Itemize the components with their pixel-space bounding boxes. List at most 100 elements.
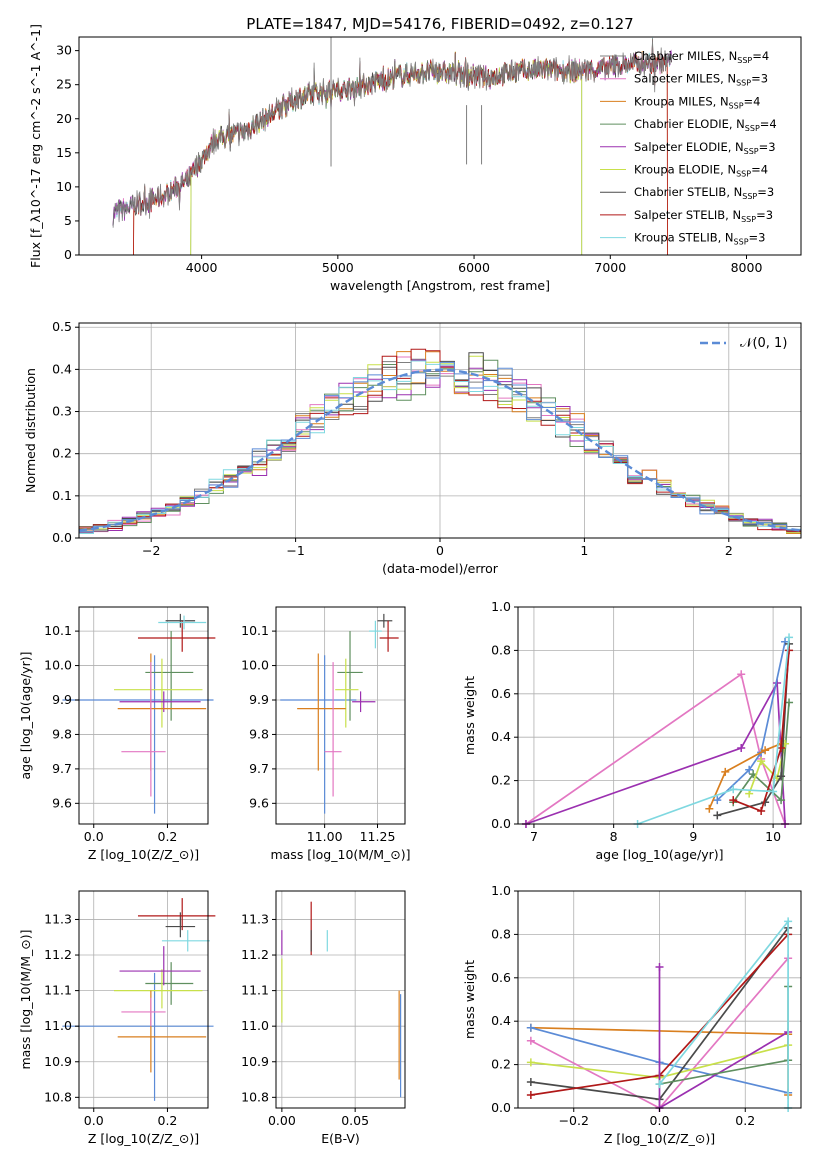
legend-label: Kroupa MILES, NSSP=4 bbox=[634, 94, 760, 110]
series-marker bbox=[785, 646, 794, 655]
x-tick-label: −2 bbox=[142, 543, 160, 558]
axes-frame bbox=[78, 890, 209, 1109]
axes-frame bbox=[78, 36, 802, 256]
x-tick-label: 0 bbox=[436, 543, 444, 558]
x-tick-label: 0.0 bbox=[84, 829, 104, 844]
y-tick-label: 0.2 bbox=[491, 1057, 511, 1072]
y-tick-label: 0.8 bbox=[491, 642, 511, 657]
x-tick-label: 11.00 bbox=[307, 829, 343, 844]
series-marker bbox=[769, 787, 778, 796]
series-marker bbox=[526, 1058, 535, 1067]
y-tick-label: 15 bbox=[56, 145, 72, 160]
x-tick-label: 8000 bbox=[731, 260, 763, 275]
series-marker bbox=[713, 796, 722, 805]
x-axis-label: Z [log_10(Z/Z_⊙)] bbox=[604, 1131, 715, 1146]
series-marker bbox=[761, 746, 770, 755]
series-marker bbox=[757, 757, 766, 766]
y-axis-label: age [log_10(age/yr)] bbox=[18, 651, 33, 779]
y-tick-label: 0.6 bbox=[491, 686, 511, 701]
y-tick-label: 1.0 bbox=[491, 883, 511, 898]
x-axis-label: E(B-V) bbox=[321, 1131, 360, 1146]
x-tick-label: 5000 bbox=[322, 260, 354, 275]
y-axis-label: mass [log_10(M/M_⊙)] bbox=[18, 929, 33, 1069]
spectrum-panel: 4000 5000 6000 7000 8000 0 5 10 15 20 25 30 waveleng… bbox=[28, 24, 802, 293]
axes-frame bbox=[275, 606, 406, 825]
series-marker bbox=[737, 744, 746, 753]
y-axis-label: mass weight bbox=[462, 960, 477, 1039]
y-tick-label: 0.4 bbox=[491, 729, 511, 744]
series-marker bbox=[729, 796, 738, 805]
spectrum-line-chabrier-miles bbox=[112, 38, 672, 228]
y-tick-label: 11.3 bbox=[44, 911, 72, 926]
series-marker bbox=[729, 785, 738, 794]
legend-label: Chabrier MILES, NSSP=4 bbox=[634, 49, 769, 65]
y-tick-label: 10 bbox=[56, 179, 72, 194]
y-tick-label: 11.3 bbox=[241, 911, 269, 926]
x-tick-label: 11.25 bbox=[360, 829, 396, 844]
y-tick-label: 0.6 bbox=[491, 970, 511, 985]
x-tick-label: 0.2 bbox=[158, 829, 178, 844]
y-axis-label: Normed distribution bbox=[23, 368, 38, 493]
series-marker bbox=[705, 804, 714, 813]
y-tick-label: 10.1 bbox=[44, 623, 72, 638]
y-tick-label: 30 bbox=[56, 43, 72, 58]
x-tick-label: 0.00 bbox=[268, 1113, 296, 1128]
series-marker bbox=[713, 811, 722, 820]
y-tick-label: 1.0 bbox=[491, 599, 511, 614]
residuals-histogram-panel: −2 −1 0 1 2 0.0 0.1 0.2 0.3 0.4 0.5 (data-model)/er… bbox=[23, 319, 802, 576]
x-tick-label: 10 bbox=[765, 829, 781, 844]
series-marker bbox=[721, 767, 730, 776]
x-tick-label: 2 bbox=[725, 543, 733, 558]
y-tick-label: 0 bbox=[64, 247, 72, 262]
y-tick-label: 0.3 bbox=[52, 404, 72, 419]
x-axis-label: (data-model)/error bbox=[382, 561, 499, 576]
mass-vs-extinction-panel: 0.00 0.05 10.8 10.9 11.0 11.1 11.2 11.3 E(B-V) bbox=[241, 890, 406, 1146]
series-line bbox=[658, 967, 789, 1110]
y-tick-label: 0.0 bbox=[491, 1100, 511, 1115]
series-marker bbox=[745, 765, 754, 774]
legend-label: Salpeter MILES, NSSP=3 bbox=[634, 72, 768, 88]
figure-title: PLATE=1847, MJD=54176, FIBERID=0492, z=0… bbox=[246, 15, 633, 33]
series-line bbox=[525, 672, 786, 825]
y-tick-label: 9.7 bbox=[249, 761, 269, 776]
x-tick-label: 7 bbox=[530, 829, 538, 844]
y-tick-label: 11.0 bbox=[44, 1018, 72, 1033]
series-line bbox=[637, 637, 790, 825]
y-tick-label: 9.8 bbox=[52, 726, 72, 741]
y-tick-label: 0.4 bbox=[491, 1013, 511, 1028]
x-axis-label: age [log_10(age/yr)] bbox=[595, 847, 723, 862]
y-tick-label: 9.6 bbox=[249, 795, 269, 810]
axes-frame bbox=[517, 606, 802, 825]
series-marker bbox=[784, 917, 793, 926]
normal-curve bbox=[78, 368, 802, 532]
legend-label: Chabrier ELODIE, NSSP=4 bbox=[634, 117, 777, 133]
x-tick-label: 0.0 bbox=[84, 1113, 104, 1128]
series-line bbox=[732, 650, 790, 813]
y-tick-label: 0.1 bbox=[52, 488, 72, 503]
y-tick-label: 9.8 bbox=[249, 726, 269, 741]
legend-label: Chabrier STELIB, NSSP=3 bbox=[634, 185, 774, 201]
x-tick-label: 9 bbox=[689, 829, 697, 844]
y-tick-label: 5 bbox=[64, 213, 72, 228]
x-axis-label: wavelength [Angstrom, rest frame] bbox=[330, 278, 550, 293]
legend-label: Salpeter ELODIE, NSSP=3 bbox=[634, 140, 776, 156]
series-marker bbox=[777, 772, 786, 781]
series-marker bbox=[655, 962, 664, 971]
legend-label: Kroupa STELIB, NSSP=3 bbox=[634, 231, 765, 247]
y-tick-label: 20 bbox=[56, 111, 72, 126]
y-tick-label: 11.0 bbox=[241, 1018, 269, 1033]
y-tick-label: 0.2 bbox=[491, 773, 511, 788]
x-tick-label: 7000 bbox=[594, 260, 626, 275]
y-tick-label: 0.5 bbox=[52, 319, 72, 334]
legend-label: 𝒩(0, 1) bbox=[740, 336, 787, 351]
x-axis-label: mass [log_10(M/M_⊙)] bbox=[270, 847, 410, 862]
legend-label: Salpeter STELIB, NSSP=3 bbox=[634, 208, 773, 224]
series-marker bbox=[526, 1090, 535, 1099]
age-vs-metallicity-panel: 0.0 0.2 9.6 9.7 9.8 9.9 10.0 10.1 Z [log_10(Z/Z_… bbox=[18, 606, 216, 862]
y-tick-label: 9.6 bbox=[52, 795, 72, 810]
axes-frame bbox=[275, 890, 406, 1109]
mass-vs-metallicity-panel: 0.0 0.2 10.8 10.9 11.0 11.1 11.2 11.3 Z [log_10(… bbox=[18, 890, 216, 1146]
y-tick-label: 9.9 bbox=[52, 692, 72, 707]
y-tick-label: 11.2 bbox=[241, 947, 269, 962]
x-axis-label: Z [log_10(Z/Z_⊙)] bbox=[88, 847, 199, 862]
